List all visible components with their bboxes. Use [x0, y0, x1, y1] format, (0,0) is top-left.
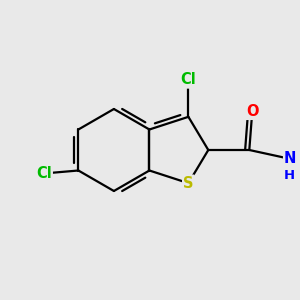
Text: H: H [284, 169, 295, 182]
Text: Cl: Cl [181, 73, 196, 88]
Text: S: S [183, 176, 194, 191]
Text: O: O [246, 104, 259, 119]
Text: N: N [284, 152, 296, 166]
Text: Cl: Cl [36, 166, 52, 181]
